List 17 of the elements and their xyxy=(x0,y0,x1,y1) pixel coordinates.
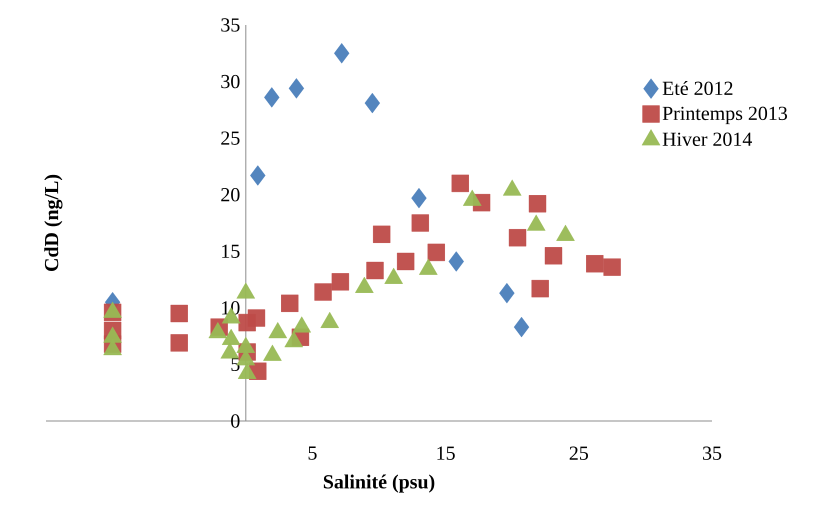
x-tick-label: 5 xyxy=(308,446,317,460)
x-axis-title: Salinité (psu) xyxy=(324,474,434,493)
y-tick-label: 15 xyxy=(222,244,240,258)
legend-label: Hiver 2014 xyxy=(662,132,752,146)
legend-label: Printemps 2013 xyxy=(662,106,787,124)
legend-label: Eté 2012 xyxy=(662,80,732,96)
x-tick-label: 25 xyxy=(570,446,588,460)
y-tick-label: 5 xyxy=(231,358,240,372)
y-tick-label: 35 xyxy=(221,18,240,32)
y-tick-label: 25 xyxy=(221,131,240,145)
y-tick-label: 10 xyxy=(222,301,240,315)
y-tick-label: 30 xyxy=(221,74,240,88)
x-tick-label: 15 xyxy=(437,446,455,460)
x-tick-label: 35 xyxy=(702,446,722,460)
y-tick-label: 20 xyxy=(221,188,240,202)
y-tick-label: 0 xyxy=(231,414,240,428)
y-axis-title: CdD (ng/L) xyxy=(44,174,62,272)
